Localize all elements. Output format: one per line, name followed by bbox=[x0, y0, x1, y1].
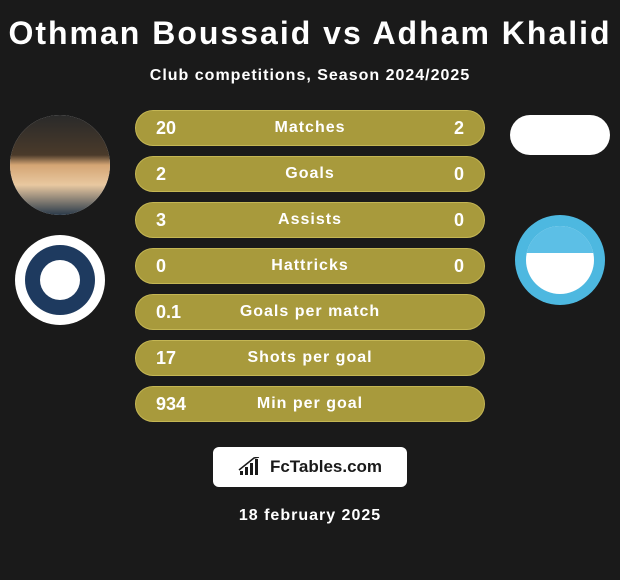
club-blue-inner-icon bbox=[526, 226, 594, 294]
soccer-ball-icon bbox=[40, 260, 80, 300]
stat-label: Goals per match bbox=[240, 303, 380, 321]
stat-right-value: 0 bbox=[404, 256, 464, 277]
stat-label: Assists bbox=[278, 211, 342, 229]
right-player-column bbox=[510, 110, 610, 305]
stat-left-value: 0.1 bbox=[156, 302, 216, 323]
page-title: Othman Boussaid vs Adham Khalid bbox=[8, 15, 611, 52]
comparison-card: Othman Boussaid vs Adham Khalid Club com… bbox=[0, 0, 620, 580]
club-right-badge bbox=[515, 215, 605, 305]
stat-left-value: 3 bbox=[156, 210, 216, 231]
player-left-avatar bbox=[10, 115, 110, 215]
player-face-icon bbox=[10, 115, 110, 215]
stat-label: Goals bbox=[285, 165, 334, 183]
stats-section: 20 Matches 2 2 Goals 0 3 Assists 0 0 Hat… bbox=[0, 110, 620, 422]
stat-left-value: 0 bbox=[156, 256, 216, 277]
stat-right-value: 0 bbox=[404, 210, 464, 231]
stat-row-assists: 3 Assists 0 bbox=[135, 202, 485, 238]
stat-label: Min per goal bbox=[257, 395, 363, 413]
stat-left-value: 2 bbox=[156, 164, 216, 185]
stat-left-value: 20 bbox=[156, 118, 216, 139]
stat-label: Matches bbox=[274, 119, 345, 137]
stat-right-value: 2 bbox=[404, 118, 464, 139]
club-left-badge bbox=[15, 235, 105, 325]
stat-left-value: 17 bbox=[156, 348, 216, 369]
left-player-column bbox=[10, 115, 110, 325]
stat-left-value: 934 bbox=[156, 394, 216, 415]
stat-row-hattricks: 0 Hattricks 0 bbox=[135, 248, 485, 284]
stat-right-value: 0 bbox=[404, 164, 464, 185]
club-blue-sky-icon bbox=[526, 226, 594, 253]
stat-row-min-per-goal: 934 Min per goal bbox=[135, 386, 485, 422]
chart-icon bbox=[238, 457, 262, 477]
stat-label: Shots per goal bbox=[247, 349, 372, 367]
stat-label: Hattricks bbox=[271, 257, 348, 275]
club-navy-circle-icon bbox=[25, 245, 95, 315]
brand-text: FcTables.com bbox=[270, 457, 382, 477]
stat-row-goals: 2 Goals 0 bbox=[135, 156, 485, 192]
stat-row-goals-per-match: 0.1 Goals per match bbox=[135, 294, 485, 330]
player-right-avatar bbox=[510, 115, 610, 155]
stat-row-shots-per-goal: 17 Shots per goal bbox=[135, 340, 485, 376]
subtitle: Club competitions, Season 2024/2025 bbox=[150, 67, 470, 85]
stat-row-matches: 20 Matches 2 bbox=[135, 110, 485, 146]
stats-rows: 20 Matches 2 2 Goals 0 3 Assists 0 0 Hat… bbox=[135, 110, 485, 422]
date-text: 18 february 2025 bbox=[239, 507, 381, 525]
brand-badge[interactable]: FcTables.com bbox=[213, 447, 407, 487]
